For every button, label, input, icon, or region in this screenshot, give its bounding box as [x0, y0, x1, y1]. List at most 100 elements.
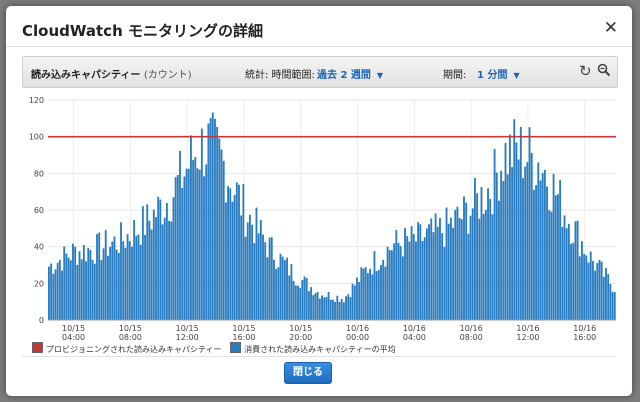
consumed-bar	[102, 248, 105, 320]
consumed-bar	[238, 184, 240, 320]
consumed-bar	[611, 291, 614, 320]
consumed-bar	[377, 270, 380, 320]
consumed-bar	[214, 118, 216, 320]
consumed-bar	[360, 267, 363, 320]
consumed-bar	[314, 293, 317, 320]
chart-legend: プロビジョニングされた読み込みキャパシティー 消費された読み込みキャパシティーの…	[32, 342, 402, 355]
dialog-title: CloudWatch モニタリングの詳細	[22, 22, 263, 40]
consumed-bar	[198, 169, 201, 320]
consumed-bar	[106, 255, 109, 320]
consumed-bar	[537, 162, 540, 320]
consumed-bar	[312, 295, 315, 320]
consumed-bar	[297, 285, 299, 320]
consumed-bar	[336, 295, 339, 320]
consumed-bar	[425, 228, 428, 320]
x-tick-label: 10/15	[176, 324, 199, 333]
x-tick-label: 04:00	[403, 333, 426, 342]
consumed-bar	[565, 228, 568, 320]
consumed-bar	[572, 242, 575, 320]
consumed-bar	[423, 237, 426, 320]
consumed-bar	[371, 274, 374, 320]
close-icon[interactable]: ✕	[603, 18, 618, 38]
consumed-bar	[262, 234, 264, 320]
consumed-bar	[192, 160, 195, 320]
consumed-bar	[128, 241, 131, 320]
consumed-bar	[327, 291, 330, 320]
consumed-bar	[602, 276, 605, 320]
period-dropdown[interactable]: 1 分間 ▼	[477, 66, 520, 81]
consumed-bar	[358, 282, 361, 320]
legend-item-provisioned: プロビジョニングされた読み込みキャパシティー	[32, 342, 222, 354]
consumed-bar	[148, 220, 151, 320]
time-range-dropdown[interactable]: 過去 2 週間 ▼	[317, 66, 383, 81]
y-tick-label: 60	[34, 206, 44, 215]
consumed-bar	[366, 273, 369, 320]
consumed-bar	[373, 251, 376, 320]
consumed-bar	[72, 243, 74, 320]
zoom-icon[interactable]	[597, 63, 611, 77]
consumed-bar	[87, 247, 90, 320]
consumed-bar	[500, 170, 503, 320]
x-tick-label: 12:00	[176, 333, 199, 342]
consumed-bar	[552, 173, 555, 320]
consumed-bar	[279, 253, 282, 320]
consumed-bar	[48, 266, 50, 320]
consumed-bar	[434, 213, 437, 320]
consumed-bar	[576, 220, 579, 320]
x-tick-label: 10/16	[460, 324, 483, 333]
consumed-bar	[52, 273, 55, 320]
consumed-bar	[591, 261, 594, 320]
y-tick-label: 80	[34, 169, 44, 178]
consumed-bar	[570, 243, 572, 320]
consumed-bar	[286, 257, 288, 320]
consumed-bar	[493, 148, 496, 320]
consumed-bar	[56, 262, 59, 320]
consumed-bar	[384, 266, 387, 320]
consumed-bar	[498, 200, 500, 320]
consumed-bar	[290, 264, 293, 320]
y-tick-label: 40	[34, 243, 44, 252]
consumed-bar	[559, 179, 562, 320]
consumed-bar	[292, 280, 295, 320]
consumed-bar	[369, 268, 371, 320]
consumed-bar	[506, 174, 509, 320]
refresh-icon[interactable]: ↻	[579, 62, 592, 80]
consumed-bar	[137, 234, 140, 320]
x-tick-label: 16:00	[232, 333, 255, 342]
consumed-bar	[176, 174, 179, 320]
x-tick-label: 10/15	[119, 324, 142, 333]
consumed-bar	[93, 263, 96, 320]
x-tick-label: 10/15	[232, 324, 255, 333]
consumed-bar	[146, 204, 149, 320]
consumed-bar	[340, 298, 343, 320]
consumed-bar	[478, 218, 481, 320]
consumed-bar	[170, 221, 173, 320]
consumed-bar	[200, 128, 203, 320]
consumed-bar	[504, 142, 507, 320]
consumed-bar	[321, 295, 323, 320]
y-tick-label: 0	[39, 316, 44, 325]
x-tick-label: 00:00	[346, 333, 369, 342]
legend-label-provisioned: プロビジョニングされた読み込みキャパシティー	[46, 345, 222, 354]
x-tick-label: 04:00	[62, 333, 85, 342]
consumed-bar	[316, 291, 319, 320]
consumed-bar	[144, 235, 146, 320]
y-tick-label: 20	[34, 279, 44, 288]
consumed-bar	[583, 254, 586, 320]
consumed-bar	[240, 215, 243, 320]
consumed-bar	[329, 299, 332, 320]
period-label: 期間:	[443, 70, 467, 81]
consumed-bar	[436, 226, 439, 320]
close-button[interactable]: 閉じる	[284, 362, 332, 384]
consumed-bar	[224, 202, 227, 320]
x-tick-label: 10/16	[403, 324, 426, 333]
consumed-bar	[458, 218, 461, 320]
consumed-bar	[196, 168, 199, 320]
consumed-bar	[511, 167, 513, 320]
legend-label-consumed: 消費された読み込みキャパシティーの平均	[244, 345, 396, 354]
metric-name: 読み込みキャパシティー	[31, 70, 141, 81]
consumed-bar	[563, 215, 566, 320]
consumed-bar	[401, 256, 404, 320]
x-tick-label: 08:00	[460, 333, 483, 342]
consumed-bar	[581, 241, 583, 320]
